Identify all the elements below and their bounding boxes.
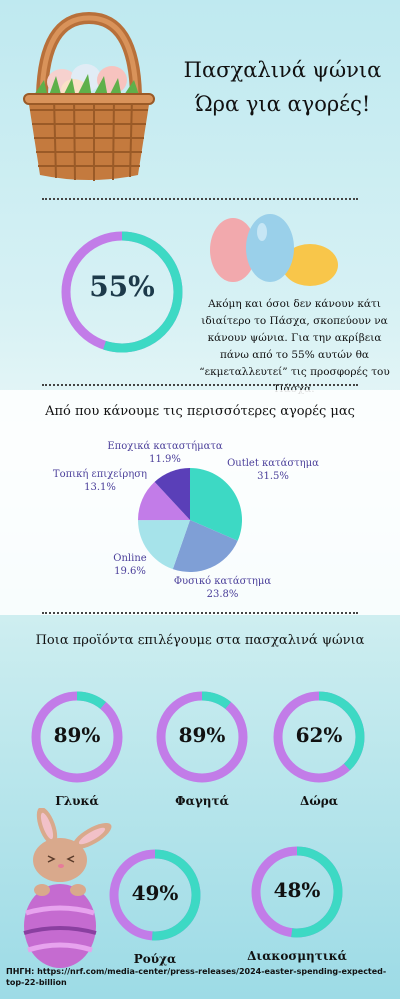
product-value-4: 48% — [273, 878, 321, 902]
source-citation: ΠΗΓΗ: https://nrf.com/media-center/press… — [6, 967, 387, 987]
pie-label-text: Φυσικό κατάστημα — [173, 576, 272, 587]
product-value-1: 89% — [178, 723, 226, 747]
pie-label-value: 31.5% — [257, 471, 289, 482]
ring-arc — [156, 691, 248, 783]
ring-arc — [109, 849, 201, 941]
pie-label-online: Online 19.6% — [95, 552, 165, 578]
page-title-line2: Ώρα για αγορές! — [194, 92, 371, 116]
product-label-2: Δώρα — [300, 794, 338, 808]
stat-description: Ακόμη και όσοι δεν κάνουν κάτι ιδιαίτερο… — [199, 298, 390, 395]
products-title: Ποια προϊόντα επιλέγουμε στα πασχαλινά ψ… — [35, 633, 365, 648]
product-value-3: 49% — [131, 881, 179, 905]
divider — [42, 198, 358, 200]
pie-label-physical: Φυσικό κατάστημα 23.8% — [165, 575, 280, 601]
pie-label-value: 19.6% — [114, 566, 146, 577]
pie-slice-1 — [172, 520, 238, 572]
ring-arc — [273, 691, 365, 783]
pie-label-text: Online — [113, 553, 147, 564]
easter-basket-icon — [23, 11, 155, 181]
page-title-line1: Πασχαλινά ψώνια — [183, 58, 382, 82]
product-label-3: Ρούχα — [133, 952, 177, 966]
product-ring-2 — [273, 691, 365, 783]
ring-arc — [251, 846, 343, 938]
pie-chart-title: Από που κάνουμε τις περισσότερες αγορές … — [45, 404, 355, 419]
product-ring-1 — [156, 691, 248, 783]
pie-label-text: Outlet κατάστημα — [227, 458, 319, 469]
pie-label-seasonal: Εποχικά καταστήματα 11.9% — [105, 440, 225, 466]
ring-arc — [31, 691, 123, 783]
pie-chart — [138, 468, 243, 572]
product-label-4: Διακοσμητικά — [247, 949, 347, 963]
pie-slice-0 — [190, 468, 243, 541]
divider — [42, 612, 358, 614]
pie-slice-3 — [138, 481, 190, 521]
pie-label-outlet: Outlet κατάστημα 31.5% — [218, 457, 328, 483]
pie-label-value: 23.8% — [206, 589, 239, 600]
eggs-icon — [210, 214, 338, 286]
pie-label-value: 13.1% — [84, 482, 116, 493]
pie-slice-2 — [138, 520, 190, 570]
stat-ring-arc — [61, 231, 183, 353]
product-ring-4 — [251, 846, 343, 938]
product-ring-3 — [109, 849, 201, 941]
product-label-1: Φαγητά — [175, 794, 229, 808]
product-value-2: 62% — [295, 723, 343, 747]
stat-ring — [61, 231, 183, 353]
product-ring-0 — [31, 691, 123, 783]
pie-label-text: Τοπική επιχείρηση — [52, 469, 148, 480]
stat-value: 55% — [89, 270, 155, 303]
pie-label-value: 11.9% — [149, 454, 181, 465]
pie-label-local: Τοπική επιχείρηση 13.1% — [50, 468, 150, 494]
pie-label-text: Εποχικά καταστήματα — [107, 441, 223, 452]
product-label-0: Γλυκά — [55, 794, 99, 808]
product-value-0: 89% — [53, 723, 101, 747]
bunny-icon — [23, 808, 112, 968]
pie-slice-4 — [154, 468, 190, 520]
divider — [42, 384, 358, 386]
